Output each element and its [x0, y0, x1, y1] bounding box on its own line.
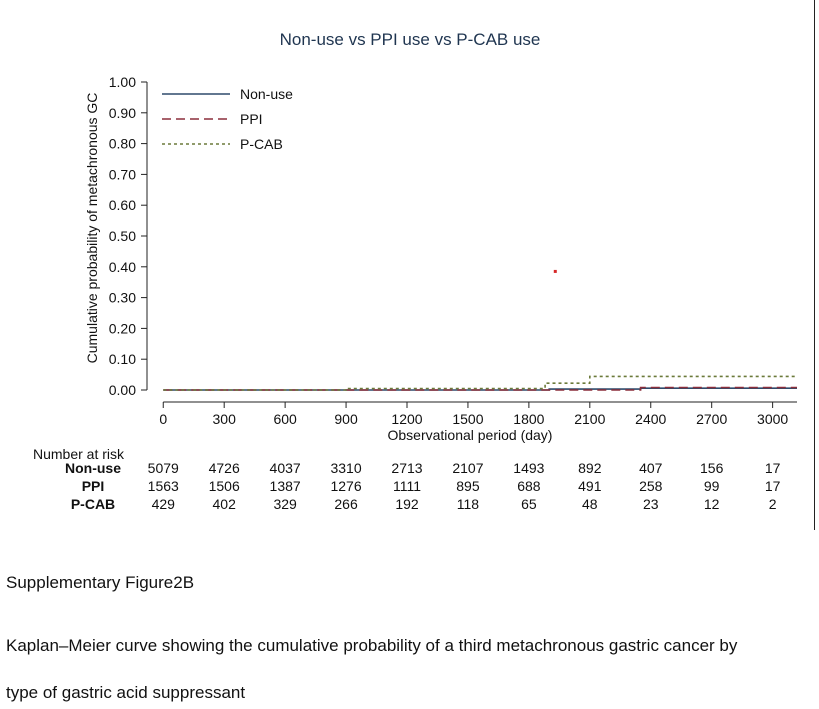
risk-cell: 12	[704, 496, 720, 512]
chart-title: Non-use vs PPI use vs P-CAB use	[280, 30, 541, 49]
risk-cell: 895	[456, 478, 480, 494]
x-tick-label: 1800	[513, 411, 544, 427]
x-tick-label: 0	[159, 411, 167, 427]
x-tick-label: 2700	[696, 411, 727, 427]
x-tick-label: 2100	[574, 411, 605, 427]
y-tick-label: 0.20	[109, 320, 136, 336]
figure-panel: Non-use vs PPI use vs P-CAB use Cumulati…	[33, 0, 815, 530]
x-tick-label: 900	[334, 411, 358, 427]
risk-cell: 429	[152, 496, 176, 512]
stray-mark	[553, 269, 557, 273]
y-tick-label: 0.00	[109, 382, 136, 398]
y-tick-label: 0.30	[109, 290, 136, 306]
risk-cell: 491	[578, 478, 602, 494]
risk-row-label: PPI	[82, 478, 105, 494]
x-axis-label: Observational period (day)	[388, 427, 553, 443]
risk-cell: 258	[639, 478, 663, 494]
axes: 0.00 0.10 0.20 0.30 0.40 0.50 0.60 0.70 0.80 0.90…	[109, 74, 797, 427]
risk-table-header: Number at risk	[33, 446, 125, 462]
risk-cell: 1387	[270, 478, 301, 494]
x-tick-label: 1200	[391, 411, 422, 427]
y-tick-label: 0.80	[109, 136, 136, 152]
legend-label: Non-use	[240, 86, 293, 102]
risk-cell: 2	[769, 496, 777, 512]
risk-cell: 3310	[330, 460, 361, 476]
x-tick-label: 1500	[452, 411, 483, 427]
figure-label: Supplementary Figure2B	[6, 573, 195, 592]
risk-cell: 156	[700, 460, 724, 476]
risk-cell: 192	[395, 496, 419, 512]
legend: Non-use PPI P-CAB	[162, 86, 293, 152]
risk-row-label: Non-use	[65, 460, 121, 476]
risk-cell: 17	[765, 460, 781, 476]
km-chart: Non-use vs PPI use vs P-CAB use Cumulati…	[33, 30, 797, 512]
series-line-ppi	[163, 386, 797, 391]
risk-cell: 118	[457, 496, 480, 512]
risk-cell: 99	[704, 478, 720, 494]
x-tick-label: 3000	[757, 411, 788, 427]
risk-cell: 1493	[513, 460, 544, 476]
risk-cell: 5079	[148, 460, 179, 476]
risk-cell: 23	[643, 496, 659, 512]
y-tick-label: 0.60	[109, 197, 136, 213]
y-tick-label: 1.00	[109, 74, 136, 90]
risk-cell: 4037	[270, 460, 301, 476]
risk-cell: 688	[517, 478, 541, 494]
risk-cell: 2713	[391, 460, 422, 476]
risk-cell: 1506	[209, 478, 240, 494]
x-tick-label: 2400	[635, 411, 666, 427]
risk-cell: 1563	[148, 478, 179, 494]
risk-cell: 1111	[393, 478, 421, 494]
y-tick-label: 0.50	[109, 228, 136, 244]
risk-cell: 65	[521, 496, 537, 512]
risk-cell: 2107	[452, 460, 483, 476]
series-line-p-cab	[163, 375, 797, 391]
risk-cell: 4726	[209, 460, 240, 476]
y-tick-label: 0.90	[109, 105, 136, 121]
series-layer	[163, 269, 797, 391]
x-tick-label: 600	[273, 411, 297, 427]
risk-cell: 329	[273, 496, 297, 512]
y-tick-label: 0.70	[109, 166, 136, 182]
y-axis-label: Cumulative probability of metachronous G…	[84, 93, 100, 364]
x-tick-label: 300	[213, 411, 237, 427]
y-tick-label: 0.10	[109, 351, 136, 367]
risk-cell: 892	[578, 460, 602, 476]
legend-label: PPI	[240, 111, 263, 127]
figure-description-line-1: Kaplan–Meier curve showing the cumulativ…	[6, 636, 738, 655]
risk-table: Non-use 5079 4726 4037 3310 2713 2107 1493 892 40…	[65, 460, 781, 512]
risk-cell: 402	[213, 496, 237, 512]
risk-cell: 266	[334, 496, 358, 512]
risk-cell: 17	[765, 478, 781, 494]
y-tick-label: 0.40	[109, 259, 136, 275]
risk-cell: 48	[582, 496, 598, 512]
risk-cell: 407	[639, 460, 663, 476]
figure-description-line-2: type of gastric acid suppressant	[6, 683, 246, 702]
risk-cell: 1276	[330, 478, 361, 494]
legend-label: P-CAB	[240, 136, 283, 152]
risk-row-label: P-CAB	[71, 496, 115, 512]
